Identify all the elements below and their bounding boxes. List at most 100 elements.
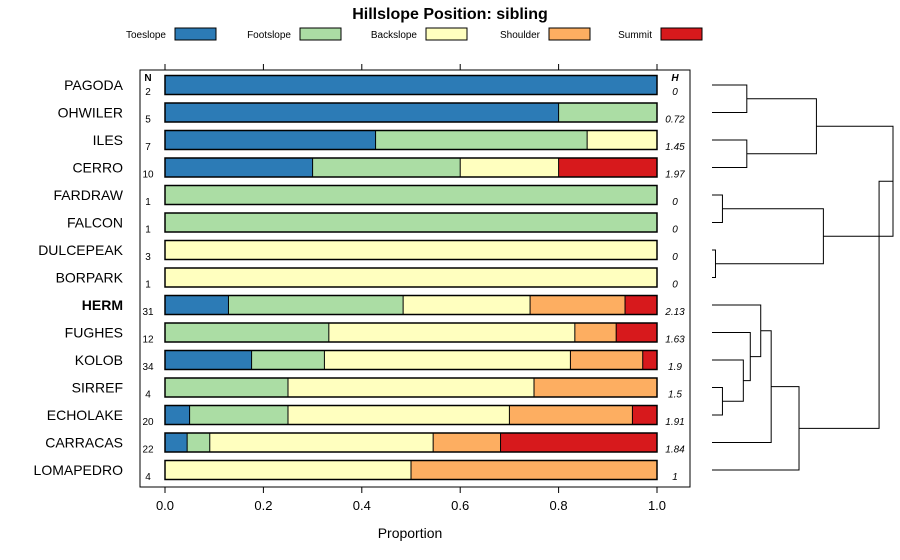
bar-row-carracas: CARRACAS 22 1.84: [45, 432, 685, 456]
row-label: OHWILER: [58, 105, 123, 121]
bar-segment-shoulder: [570, 350, 643, 370]
legend-swatch-backslope: [425, 27, 468, 41]
bar-outline: [164, 239, 658, 261]
row-label: FUGHES: [65, 325, 123, 341]
legend-swatch-shoulder: [548, 27, 591, 41]
bar-outline: [164, 322, 658, 343]
dendrogram-branch: [712, 386, 800, 471]
bar-segment-backslope: [165, 460, 411, 480]
dendrogram-branch: [712, 387, 723, 416]
legend-label-toeslope: Toeslope: [126, 30, 166, 41]
bar-segment-toeslope: [165, 75, 657, 95]
row-h-value: 0: [672, 280, 678, 291]
row-h-value: 0: [672, 252, 678, 263]
row-label: CERRO: [72, 160, 123, 176]
dendrogram: [712, 84, 894, 471]
dendrogram-branch: [712, 332, 751, 382]
bar-segment-toeslope: [165, 295, 229, 315]
bar-outline: [164, 212, 658, 233]
row-label: FALCON: [67, 215, 123, 231]
row-n-count: 5: [145, 115, 151, 126]
dendrogram-branch: [712, 249, 716, 278]
bar-outline: [164, 129, 658, 151]
x-tick-label: 0.6: [451, 498, 469, 513]
row-label: BORPARK: [56, 270, 124, 286]
bar-segment-footslope: [251, 350, 325, 370]
bar-segment-shoulder: [574, 323, 617, 342]
bar-outline: [164, 377, 658, 398]
row-label: ECHOLAKE: [47, 407, 123, 423]
row-h-value: 1: [672, 472, 678, 483]
bar-segment-backslope: [324, 350, 571, 370]
bar-segment-toeslope: [165, 433, 188, 452]
bar-segment-toeslope: [165, 130, 376, 150]
bar-row-pagoda: PAGODA 2 0: [64, 74, 678, 98]
dendrogram-branch: [712, 139, 748, 168]
bar-segment-footslope: [165, 378, 288, 397]
bar-segment-summit: [500, 433, 657, 452]
row-h-value: 1.5: [668, 390, 682, 401]
row-h-value: 0: [672, 225, 678, 236]
bar-row-lomapedro: LOMAPEDRO 4 1: [34, 459, 678, 483]
legend-swatch-footslope: [299, 27, 342, 41]
legend-swatch-summit: [660, 27, 703, 41]
bar-segment-backslope: [587, 130, 657, 150]
bar-segment-toeslope: [165, 158, 313, 177]
row-n-count: 1: [145, 225, 151, 236]
bar-row-borpark: BORPARK 1 0: [56, 267, 678, 291]
legend-swatch-toeslope: [174, 27, 217, 41]
bar-segment-footslope: [189, 405, 288, 425]
bar-segment-footslope: [558, 103, 657, 122]
bar-outline: [164, 432, 658, 453]
bar-outline: [164, 102, 658, 123]
row-n-count: 12: [142, 335, 154, 346]
row-n-count: 2: [145, 87, 151, 98]
dendrogram-branch: [799, 180, 893, 429]
bar-segment-backslope: [460, 158, 559, 177]
bar-row-iles: ILES 7 1.45: [93, 129, 685, 153]
bar-segment-footslope: [312, 158, 461, 177]
bar-row-kolob: KOLOB 34 1.9: [75, 349, 682, 373]
legend-label-backslope: Backslope: [371, 30, 418, 41]
legend-label-footslope: Footslope: [247, 30, 291, 41]
x-tick-label: 0.8: [550, 498, 568, 513]
bar-segment-shoulder: [530, 295, 626, 315]
bar-outline: [164, 404, 658, 426]
bar-outline: [164, 267, 658, 288]
row-h-value: 1.91: [665, 417, 684, 428]
dendrogram-branch: [712, 330, 772, 443]
row-n-count: 4: [145, 390, 151, 401]
bar-outline: [164, 294, 658, 316]
bar-segment-summit: [625, 295, 657, 315]
row-label: FARDRAW: [54, 187, 124, 203]
row-label: LOMAPEDRO: [34, 462, 124, 478]
row-h-value: 2.13: [664, 307, 685, 318]
bar-segment-shoulder: [433, 433, 501, 452]
row-n-count: 20: [142, 417, 154, 428]
bar-segment-summit: [642, 350, 657, 370]
bar-segment-backslope: [165, 240, 657, 260]
row-n-count: 22: [142, 445, 154, 456]
row-label: HERM: [82, 297, 123, 313]
row-n-count: 3: [145, 252, 151, 263]
legend-label-shoulder: Shoulder: [500, 30, 541, 41]
row-h-value: 1.9: [668, 362, 682, 373]
bar-segment-backslope: [288, 378, 534, 397]
dendrogram-branch: [712, 194, 723, 223]
bar-row-sirref: SIRREF 4 1.5: [72, 377, 682, 401]
bar-segment-footslope: [165, 213, 657, 232]
bar-row-falcon: FALCON 1 0: [67, 212, 678, 236]
x-axis-label: Proportion: [378, 525, 443, 541]
row-label: SIRREF: [72, 380, 123, 396]
x-axis: 0.0 0.2 0.4 0.6 0.8 1.0: [156, 64, 666, 513]
row-h-value: 0.72: [665, 115, 685, 126]
bar-segment-toeslope: [165, 350, 252, 370]
bar-segment-backslope: [328, 323, 575, 342]
row-n-count: 10: [142, 170, 154, 181]
bar-outline: [164, 74, 658, 96]
bar-segment-toeslope: [165, 405, 190, 425]
bar-row-echolake: ECHOLAKE 20 1.91: [47, 404, 685, 428]
row-h-value: 1.63: [665, 335, 685, 346]
